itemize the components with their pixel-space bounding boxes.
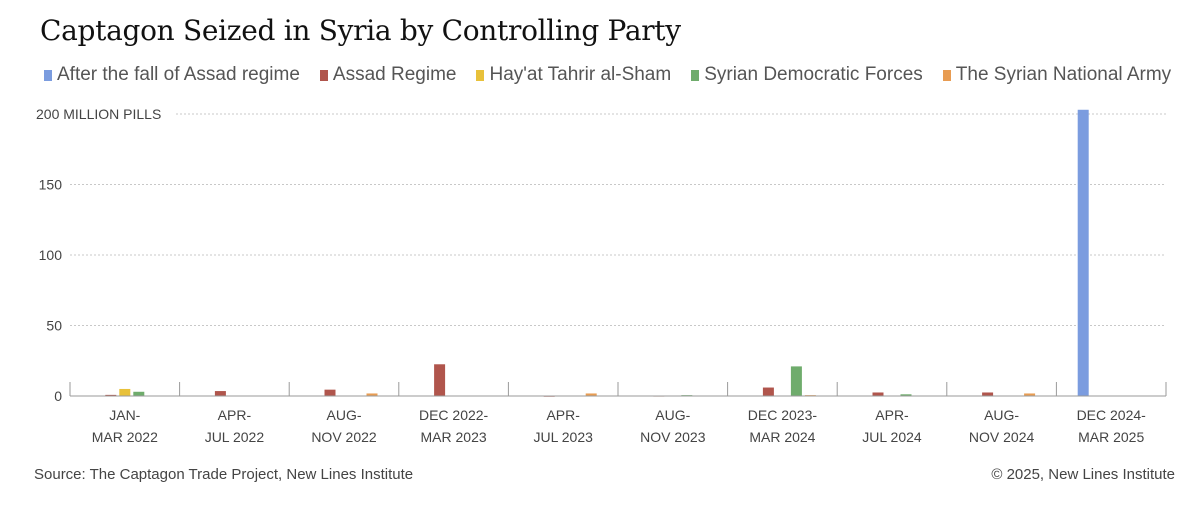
x-tick-label: MAR 2022 bbox=[92, 429, 158, 445]
source-note: Source: The Captagon Trade Project, New … bbox=[34, 466, 414, 483]
y-tick-label: 50 bbox=[46, 318, 62, 334]
x-tick-label: DEC 2022- bbox=[419, 407, 489, 423]
x-tick-label: JUL 2024 bbox=[862, 429, 922, 445]
y-tick-label: 150 bbox=[39, 177, 63, 193]
x-tick-label: MAR 2025 bbox=[1078, 429, 1144, 445]
bar bbox=[324, 389, 336, 396]
legend: After the fall of Assad regime Assad Reg… bbox=[44, 64, 1171, 86]
x-tick-label: DEC 2024- bbox=[1077, 407, 1147, 423]
bar bbox=[105, 394, 117, 396]
bar bbox=[982, 392, 994, 396]
legend-swatch bbox=[476, 69, 485, 81]
x-tick-label: DEC 2023- bbox=[748, 407, 818, 423]
legend-item-after-fall: After the fall of Assad regime bbox=[44, 64, 300, 86]
legend-label: Hay'at Tahrir al-Sham bbox=[489, 64, 672, 85]
x-tick-label: NOV 2024 bbox=[969, 429, 1035, 445]
legend-swatch bbox=[44, 69, 52, 81]
bar bbox=[119, 388, 131, 396]
x-tick-label: AUG- bbox=[327, 407, 362, 423]
y-tick-label: 100 bbox=[39, 247, 63, 263]
bar bbox=[1077, 109, 1089, 397]
legend-label: The Syrian National Army bbox=[955, 64, 1172, 85]
legend-label: After the fall of Assad regime bbox=[57, 64, 300, 85]
chart-title: Captagon Seized in Syria by Controlling … bbox=[40, 14, 681, 47]
legend-item-sdf: Syrian Democratic Forces bbox=[691, 64, 923, 86]
x-tick-label: JAN- bbox=[109, 407, 140, 423]
bar bbox=[434, 364, 446, 396]
bar bbox=[790, 366, 802, 396]
x-tick-label: MAR 2023 bbox=[421, 429, 487, 445]
y-tick-label: 200 MILLION PILLS bbox=[36, 106, 161, 122]
x-tick-label: NOV 2022 bbox=[311, 429, 377, 445]
bar bbox=[585, 393, 597, 396]
legend-label: Assad Regime bbox=[332, 64, 457, 85]
bar bbox=[133, 391, 145, 396]
legend-item-hts: Hay'at Tahrir al-Sham bbox=[476, 64, 671, 86]
copyright-note: © 2025, New Lines Institute bbox=[991, 466, 1175, 483]
bar bbox=[762, 387, 774, 396]
bar bbox=[872, 392, 884, 396]
x-tick-label: APR- bbox=[546, 407, 580, 423]
legend-swatch bbox=[691, 69, 700, 81]
legend-label: Syrian Democratic Forces bbox=[704, 64, 923, 85]
x-tick-label: AUG- bbox=[984, 407, 1019, 423]
legend-swatch bbox=[319, 69, 328, 81]
y-tick-label: 0 bbox=[54, 388, 62, 404]
x-tick-label: JUL 2022 bbox=[205, 429, 265, 445]
bar bbox=[1024, 393, 1036, 396]
x-tick-label: APR- bbox=[875, 407, 909, 423]
x-tick-label: JUL 2023 bbox=[533, 429, 593, 445]
bar bbox=[214, 391, 226, 396]
x-tick-label: APR- bbox=[218, 407, 252, 423]
legend-item-assad-regime: Assad Regime bbox=[319, 64, 457, 86]
bar bbox=[900, 394, 912, 396]
bar bbox=[366, 393, 378, 396]
x-tick-label: AUG- bbox=[655, 407, 690, 423]
x-tick-label: MAR 2024 bbox=[749, 429, 815, 445]
x-tick-label: NOV 2023 bbox=[640, 429, 706, 445]
legend-item-sna: The Syrian National Army bbox=[942, 64, 1172, 86]
legend-swatch bbox=[942, 69, 951, 81]
